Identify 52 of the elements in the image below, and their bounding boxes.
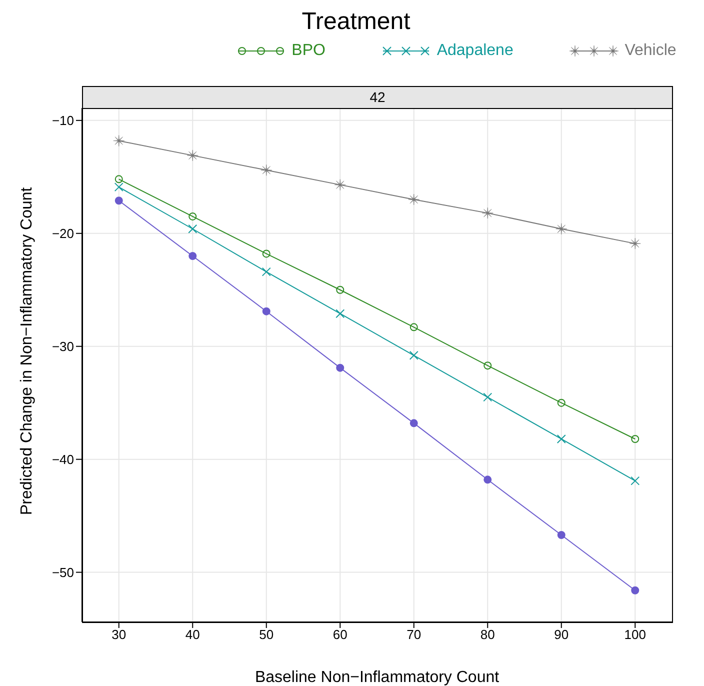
point <box>556 223 568 235</box>
point <box>408 194 420 206</box>
point <box>484 362 492 370</box>
x-tick-label: 60 <box>332 627 348 642</box>
point <box>114 182 124 192</box>
y-tick-label: −20 <box>52 226 74 242</box>
point <box>336 286 344 294</box>
point <box>631 586 640 594</box>
point <box>336 364 344 372</box>
point <box>188 212 197 220</box>
point <box>556 434 566 444</box>
legend-title: Treatment <box>300 8 412 36</box>
y-axis-title: Predicted Change in Non−Inflammatory Count <box>18 186 36 515</box>
point <box>483 392 492 402</box>
y-tick-label: −30 <box>52 338 74 354</box>
x-tick-label: 100 <box>624 627 646 642</box>
y-tick-label: −10 <box>52 113 74 128</box>
point <box>409 350 418 360</box>
x-tick-label: 40 <box>185 627 200 642</box>
point <box>334 179 346 190</box>
point <box>262 307 270 316</box>
point <box>260 164 272 176</box>
x-tick-label: 30 <box>112 627 126 642</box>
x-tick-label: 50 <box>259 627 274 642</box>
x-tick-label: 70 <box>406 627 422 642</box>
point <box>630 476 640 486</box>
chart-subtitle: 42 <box>82 86 673 108</box>
point <box>484 476 492 484</box>
point <box>262 250 270 258</box>
y-tick-label: −40 <box>52 452 74 467</box>
x-tick-label: 90 <box>554 627 569 642</box>
legend-label: Adapalene <box>436 42 514 60</box>
point <box>557 531 566 540</box>
point <box>114 175 123 184</box>
point <box>113 135 125 146</box>
x-axis-title: Baseline Non−Inflammatory Count <box>254 669 500 686</box>
y-tick-label: −50 <box>52 564 74 580</box>
legend-label: BPO <box>292 42 326 60</box>
point <box>188 224 198 234</box>
point <box>629 238 641 250</box>
point <box>631 434 640 443</box>
point <box>188 252 197 260</box>
point <box>262 267 271 276</box>
point <box>482 207 494 219</box>
point <box>410 323 418 332</box>
point <box>114 196 123 205</box>
point <box>186 150 198 162</box>
point <box>557 398 566 407</box>
point <box>410 419 418 428</box>
point <box>336 309 345 318</box>
legend-label: Vehicle <box>624 42 676 60</box>
x-tick-label: 80 <box>480 627 495 642</box>
